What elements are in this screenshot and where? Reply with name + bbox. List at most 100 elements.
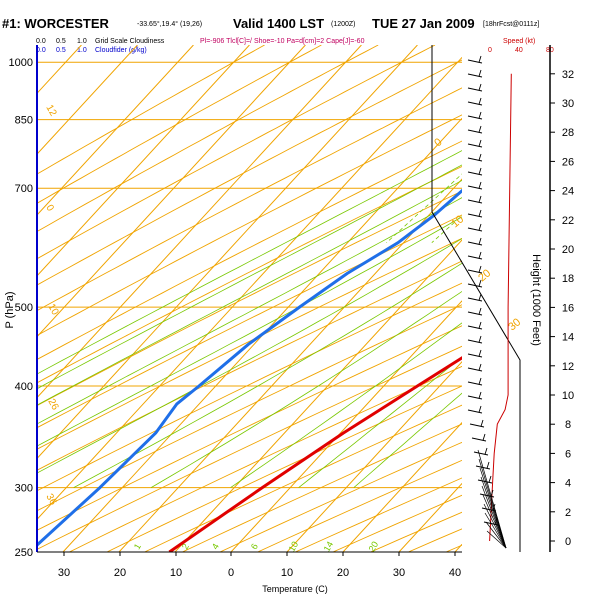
wind-speed-line [489, 73, 512, 542]
moist-adiabat [37, 179, 462, 406]
dewpoint-line [37, 188, 462, 548]
mixing-ratio-label: 14 [322, 540, 336, 554]
cloud-label: Grid Scale Cloudiness [95, 38, 165, 45]
wind-barb [477, 475, 493, 484]
height-tick-label: 10 [562, 390, 574, 402]
wind-barb [486, 530, 507, 549]
pressure-tick-label: 700 [15, 183, 33, 195]
qc-tick-1: 0.5 [56, 47, 66, 54]
pressure-tick-label: 400 [15, 381, 33, 393]
profiles [37, 188, 462, 552]
height-tick-label: 30 [562, 98, 574, 110]
x-tick-label: 20 [337, 567, 349, 579]
isotherm-line [567, 45, 600, 552]
wind-barb [467, 307, 483, 316]
dry-adiabat [37, 345, 462, 550]
station-coords: -33.65°,19.4° (19,26) [137, 20, 202, 28]
legend: 0.0 0.5 1.0 Grid Scale Cloudiness 0.0 0.… [36, 38, 554, 54]
height-tick-label: 16 [562, 302, 574, 314]
wind-barb [471, 433, 487, 442]
isotherm-line [511, 45, 600, 552]
dry-adiabat [37, 45, 265, 175]
pressure-tick-label: 1000 [9, 57, 33, 69]
isotherm-line [62, 117, 462, 552]
wind-barb [484, 512, 507, 549]
isotherm-line [286, 361, 462, 552]
theta-label: 30 [506, 316, 523, 333]
wind-barb [467, 69, 483, 78]
x-tick-label: 30 [393, 567, 405, 579]
dry-adiabat [37, 304, 462, 512]
height-tick-label: 24 [562, 186, 574, 198]
dry-adiabat [37, 45, 436, 260]
utc-time: (1200Z) [331, 21, 356, 28]
theta-label: 0 [432, 136, 444, 149]
height-tick-label: 6 [565, 448, 571, 460]
dry-adiabat [408, 528, 462, 552]
mixing-ratio-label: 4 [210, 542, 221, 551]
isotherm-line [454, 543, 462, 552]
cloud-tick-0: 0.0 [36, 38, 46, 45]
height-tick-label: 26 [562, 156, 574, 168]
pressure-tick-label: 850 [15, 115, 33, 127]
wind-barb [467, 335, 483, 344]
height-axis-title: Height (1000 Feet) [530, 254, 542, 346]
dry-adiabat [69, 365, 462, 552]
temperature-ticks: 30 20 10 0 10 20 30 40 [58, 552, 461, 579]
height-tick-label: 4 [565, 478, 571, 490]
qc-tick-2: 1.0 [77, 47, 87, 54]
wind-barb [480, 476, 507, 549]
dry-adiabat [37, 114, 462, 336]
dry-adiabat [37, 190, 462, 407]
wind-barb [467, 391, 483, 400]
height-tick-label: 0 [565, 536, 571, 548]
isotherm-line [37, 45, 194, 216]
dry-adiabat [37, 45, 379, 233]
mixing-ratio-label: 20 [367, 540, 381, 554]
dry-adiabat [37, 59, 462, 286]
dry-adiabat [37, 260, 462, 471]
height-tick-label: 20 [562, 244, 574, 256]
qc-label: Cloudfider (g/kg) [95, 47, 147, 54]
theta-label: 0 [43, 203, 56, 214]
height-tick-label: 22 [562, 215, 574, 227]
wind-barb [467, 279, 483, 288]
wind-barb [467, 111, 483, 120]
dry-adiabat [37, 165, 462, 384]
speed-tick-1: 40 [515, 47, 523, 54]
isotherm-line [37, 45, 362, 399]
wind-panel-frame [431, 45, 521, 552]
pressure-tick-label: 500 [15, 302, 33, 314]
speed-tick-0: 0 [488, 47, 492, 54]
x-tick-label: 0 [228, 567, 234, 579]
wind-barb [467, 251, 483, 260]
x-tick-label: 10 [170, 567, 182, 579]
isotherm-line [37, 56, 462, 521]
wind-barb [467, 265, 483, 274]
dry-adiabat [332, 494, 462, 552]
dry-adiabat [295, 477, 462, 552]
height-tick-label: 8 [565, 419, 571, 431]
valid-date: TUE 27 Jan 2009 [372, 16, 475, 31]
mixing-ratio-line [511, 45, 600, 243]
wind-barb [467, 405, 483, 414]
wind-barb [467, 139, 483, 148]
dry-adiabat [37, 140, 462, 360]
theta-label: 26 [45, 397, 60, 413]
x-tick-label: 30 [58, 567, 70, 579]
isotherm-line [37, 45, 138, 155]
theta-label: 36 [43, 492, 58, 508]
mixing-ratio-line [550, 45, 600, 243]
moist-adiabat [37, 164, 462, 390]
wind-barb [479, 489, 495, 498]
pressure-tick-label: 300 [15, 483, 33, 495]
mixing-ratio-label: 1 [132, 542, 143, 551]
valid-time: Valid 1400 LST [233, 16, 324, 31]
station-title: #1: WORCESTER [2, 16, 110, 31]
wind-barb [467, 125, 483, 134]
isotherm-line [37, 45, 306, 338]
moist-adiabat [37, 238, 462, 474]
wind-barb [467, 321, 483, 330]
wind-barb [483, 503, 507, 549]
moist-adiabat [37, 216, 462, 447]
